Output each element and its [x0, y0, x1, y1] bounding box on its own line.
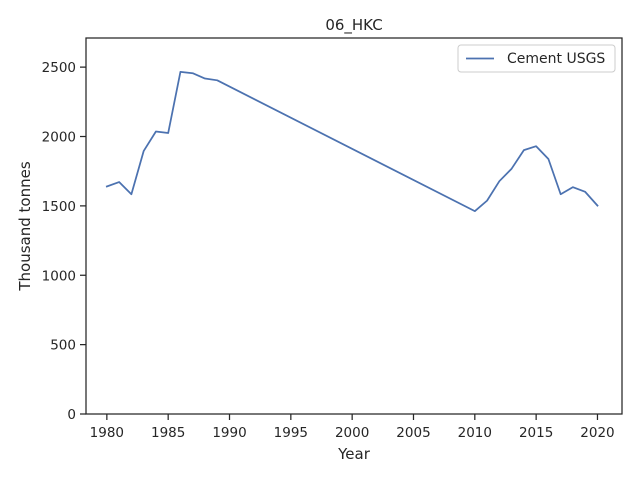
x-tick-label: 2000	[335, 425, 369, 441]
y-tick-label: 2000	[42, 130, 76, 146]
y-axis-label: Thousand tonnes	[16, 161, 34, 291]
legend-label: Cement USGS	[507, 51, 605, 67]
legend: Cement USGS	[457, 44, 616, 73]
plot-frame	[85, 37, 623, 415]
x-tick-label: 2020	[580, 425, 614, 441]
x-axis-label: Year	[337, 445, 371, 463]
x-tick-label: 1980	[90, 425, 124, 441]
x-tick-label: 1990	[212, 425, 246, 441]
legend-box	[457, 44, 616, 73]
x-tick-label: 2010	[458, 425, 492, 441]
chart-title: 06_HKC	[325, 16, 382, 35]
x-tick-label: 2005	[396, 425, 430, 441]
y-tick-label: 2500	[42, 60, 76, 76]
x-tick-label: 1985	[151, 425, 185, 441]
series-line-cement-usgs	[105, 70, 599, 213]
y-tick-label: 1500	[42, 199, 76, 215]
y-tick-label: 1000	[42, 268, 76, 284]
y-tick-label: 500	[50, 338, 76, 354]
x-tick-label: 1995	[274, 425, 308, 441]
x-tick-label: 2015	[519, 425, 553, 441]
y-tick-label: 0	[67, 407, 76, 423]
